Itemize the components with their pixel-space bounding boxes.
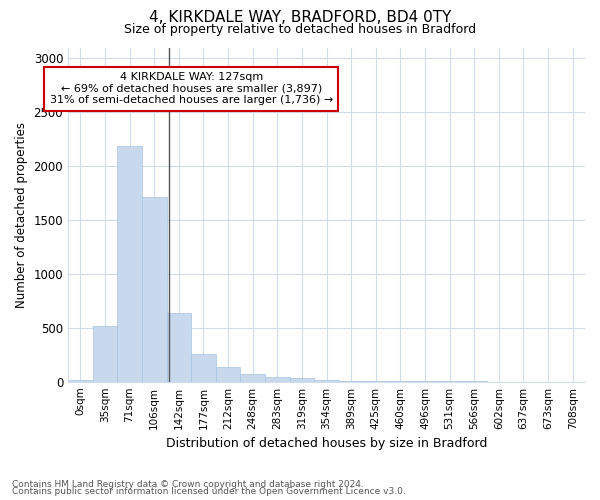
X-axis label: Distribution of detached houses by size in Bradford: Distribution of detached houses by size … [166, 437, 487, 450]
Bar [290, 378, 314, 382]
Bar [314, 380, 339, 382]
Bar [117, 146, 142, 382]
Bar [388, 381, 413, 382]
Bar [68, 380, 92, 382]
Text: Contains public sector information licensed under the Open Government Licence v3: Contains public sector information licen… [12, 487, 406, 496]
Y-axis label: Number of detached properties: Number of detached properties [15, 122, 28, 308]
Text: Size of property relative to detached houses in Bradford: Size of property relative to detached ho… [124, 22, 476, 36]
Bar [216, 367, 241, 382]
Text: Contains HM Land Registry data © Crown copyright and database right 2024.: Contains HM Land Registry data © Crown c… [12, 480, 364, 489]
Bar [142, 198, 167, 382]
Text: 4, KIRKDALE WAY, BRADFORD, BD4 0TY: 4, KIRKDALE WAY, BRADFORD, BD4 0TY [149, 10, 451, 25]
Bar [167, 313, 191, 382]
Bar [92, 326, 117, 382]
Bar [191, 354, 216, 382]
Bar [265, 377, 290, 382]
Bar [364, 381, 388, 382]
Text: 4 KIRKDALE WAY: 127sqm
← 69% of detached houses are smaller (3,897)
31% of semi-: 4 KIRKDALE WAY: 127sqm ← 69% of detached… [50, 72, 333, 106]
Bar [339, 380, 364, 382]
Bar [241, 374, 265, 382]
